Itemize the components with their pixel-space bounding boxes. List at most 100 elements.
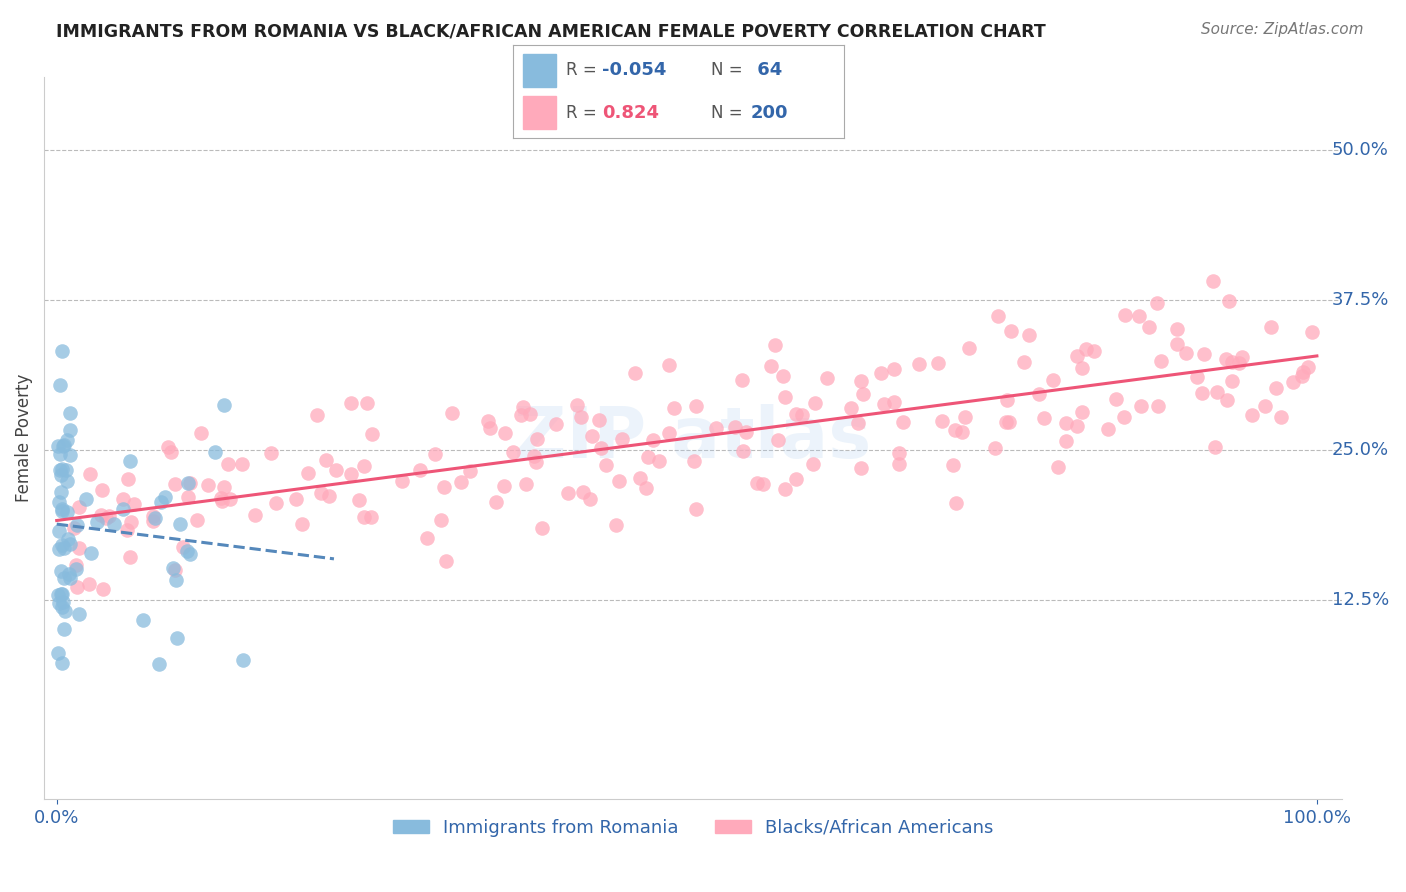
Point	[49, 447, 72, 461]
Point	[1218, 294, 1240, 309]
Point	[1054, 417, 1077, 431]
Point	[815, 371, 838, 385]
Point	[907, 357, 929, 371]
Point	[1097, 422, 1119, 436]
Text: 0.824: 0.824	[602, 103, 659, 121]
Point	[1270, 409, 1292, 424]
Point	[91, 582, 114, 596]
Point	[735, 425, 758, 439]
Point	[51, 504, 73, 518]
Point	[773, 482, 796, 496]
Point	[1174, 346, 1197, 360]
Point	[360, 426, 382, 441]
Point	[48, 596, 70, 610]
Text: 64: 64	[751, 62, 782, 79]
Point	[1220, 374, 1243, 388]
Point	[883, 362, 905, 376]
Point	[231, 457, 253, 471]
Point	[643, 433, 665, 447]
Point	[409, 463, 432, 477]
Point	[51, 656, 73, 670]
Point	[177, 490, 200, 504]
Y-axis label: Female Poverty: Female Poverty	[15, 374, 32, 502]
Point	[994, 415, 1017, 429]
Point	[66, 581, 89, 595]
Point	[132, 613, 155, 627]
Point	[846, 416, 869, 430]
Point	[623, 366, 645, 380]
Point	[309, 485, 332, 500]
Point	[1296, 360, 1319, 375]
Point	[1066, 349, 1088, 363]
Point	[51, 564, 73, 578]
Point	[519, 407, 541, 421]
Point	[526, 432, 548, 446]
Point	[1291, 369, 1313, 384]
Point	[356, 396, 378, 410]
Point	[785, 472, 807, 486]
Point	[1137, 319, 1160, 334]
Point	[339, 396, 361, 410]
Point	[953, 410, 976, 425]
Point	[785, 407, 807, 421]
Point	[59, 407, 82, 421]
Point	[51, 502, 73, 516]
Point	[124, 497, 146, 511]
Point	[523, 450, 546, 464]
Point	[1166, 322, 1188, 336]
Point	[217, 457, 239, 471]
Point	[49, 587, 72, 601]
Point	[945, 496, 967, 510]
Point	[612, 432, 634, 446]
Point	[931, 414, 953, 428]
Point	[59, 571, 82, 585]
Point	[1046, 460, 1069, 475]
Point	[117, 472, 139, 486]
Point	[1254, 399, 1277, 413]
Point	[318, 489, 340, 503]
Point	[48, 542, 70, 557]
Point	[658, 358, 681, 372]
Point	[565, 397, 588, 411]
Point	[209, 491, 232, 505]
Point	[55, 474, 77, 488]
Point	[759, 359, 782, 374]
Point	[58, 423, 80, 437]
Point	[118, 549, 141, 564]
Bar	[523, 54, 557, 87]
Point	[430, 513, 453, 527]
Point	[607, 474, 630, 488]
Point	[494, 425, 516, 440]
Point	[889, 457, 911, 471]
Point	[325, 463, 347, 477]
Point	[53, 604, 76, 618]
Point	[149, 495, 172, 509]
Text: R =: R =	[567, 103, 602, 121]
Point	[67, 500, 90, 514]
Point	[165, 573, 187, 587]
Text: ZIP atlas: ZIP atlas	[515, 404, 872, 473]
Point	[1054, 434, 1077, 449]
Point	[53, 571, 76, 585]
Point	[685, 501, 707, 516]
Point	[1215, 351, 1237, 366]
Point	[731, 444, 754, 458]
Point	[297, 467, 319, 481]
Point	[49, 468, 72, 483]
Point	[52, 541, 75, 555]
Point	[53, 622, 76, 636]
Point	[891, 415, 914, 429]
Point	[58, 532, 80, 546]
Point	[79, 546, 101, 560]
Point	[682, 454, 704, 468]
Point	[1166, 337, 1188, 351]
Point	[1128, 309, 1150, 323]
Point	[1204, 440, 1226, 454]
Bar	[523, 96, 557, 129]
Point	[870, 366, 893, 380]
Point	[75, 492, 97, 507]
Point	[803, 458, 825, 472]
Point	[1147, 399, 1170, 413]
Point	[1260, 319, 1282, 334]
Point	[772, 368, 794, 383]
